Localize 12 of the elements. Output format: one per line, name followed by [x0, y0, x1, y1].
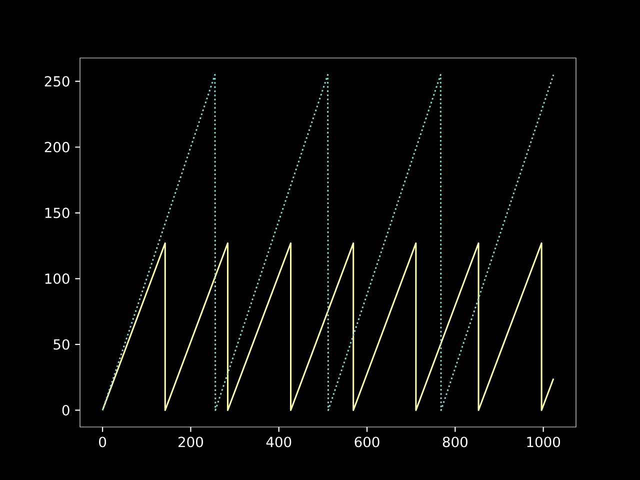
x-tick-label: 800 — [442, 436, 468, 448]
y-tick-label: 0 — [62, 404, 70, 416]
y-tick-label: 100 — [45, 273, 70, 284]
y-tick-label: 250 — [44, 76, 70, 87]
x-tick-label: 400 — [266, 436, 292, 448]
y-tick-label: 200 — [44, 142, 70, 152]
x-tick-label: 0 — [99, 436, 106, 448]
y-tick-label: 50 — [54, 339, 70, 350]
y-tick-label: 150 — [45, 208, 70, 218]
x-tick-label: 600 — [354, 436, 380, 448]
x-tick-label: 200 — [178, 436, 203, 448]
x-tick-label: 1000 — [527, 436, 560, 448]
